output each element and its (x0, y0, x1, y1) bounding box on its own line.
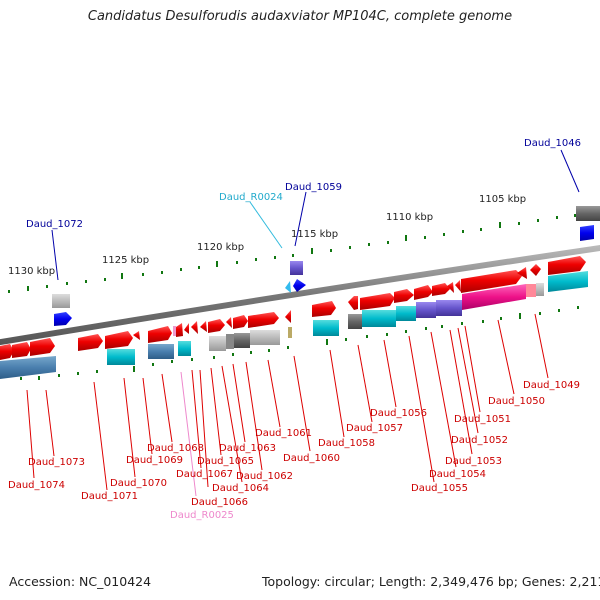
gene-label-1046: Daud_1046 (524, 138, 581, 149)
gene-label-1055: Daud_1055 (411, 483, 468, 494)
gene-label-1051: Daud_1051 (454, 414, 511, 425)
gene-arrow-1046 (580, 225, 594, 241)
gene-arrow-1072 (54, 312, 72, 326)
gene-label-r0024: Daud_R0024 (219, 192, 283, 203)
scale-label-1115: 1115 kbp (291, 229, 338, 240)
gene-label-1050: Daud_1050 (488, 396, 545, 407)
accession-text: Accession: NC_010424 (9, 574, 152, 589)
gene-feature (576, 206, 600, 221)
scale-label-1125: 1125 kbp (102, 255, 149, 266)
gene-label-1058: Daud_1058 (318, 438, 375, 449)
scale-labels: 1130 kbp 1125 kbp 1120 kbp 1115 kbp 1110… (8, 194, 526, 277)
leader-lines (26, 149, 580, 497)
gene-label-1074: Daud_1074 (8, 480, 65, 491)
gene-label-1056: Daud_1056 (370, 408, 427, 419)
inner-scale (20, 306, 579, 380)
gene-label-1061: Daud_1061 (255, 428, 312, 439)
gene-label-1070: Daud_1070 (110, 478, 167, 489)
upper-features (52, 206, 600, 326)
topology-text: Topology: circular; Length: 2,349,476 bp… (262, 574, 600, 589)
genome-backbone (0, 245, 600, 346)
gene-label-1069: Daud_1069 (126, 455, 183, 466)
gene-label-1067: Daud_1067 (176, 469, 233, 480)
gene-label-1064: Daud_1064 (212, 483, 269, 494)
gene-label-1057: Daud_1057 (346, 423, 403, 434)
gene-labels: Daud_1046 Daud_1059 Daud_R0024 Daud_1072… (8, 138, 581, 521)
gene-label-1062: Daud_1062 (236, 471, 293, 482)
left-cluster (0, 310, 292, 379)
gene-label-1049: Daud_1049 (523, 380, 580, 391)
gene-label-r0025: Daud_R0025 (170, 510, 234, 521)
gene-label-1059: Daud_1059 (285, 182, 342, 193)
gene-feature (290, 261, 303, 275)
scale-label-1105: 1105 kbp (479, 194, 526, 205)
gene-arrow-1059 (293, 279, 306, 292)
gene-label-1065: Daud_1065 (197, 456, 254, 467)
gene-feature (52, 294, 70, 308)
scale-label-1120: 1120 kbp (197, 242, 244, 253)
gene-label-1054: Daud_1054 (429, 469, 486, 480)
gene-label-1052: Daud_1052 (451, 435, 508, 446)
right-cluster (312, 256, 588, 336)
gene-label-1071: Daud_1071 (81, 491, 138, 502)
scale-label-1130: 1130 kbp (8, 266, 55, 277)
gene-label-1053: Daud_1053 (445, 456, 502, 467)
gene-label-1072: Daud_1072 (26, 219, 83, 230)
map-title: Candidatus Desulforudis audaxviator MP10… (87, 9, 513, 24)
gene-label-1066: Daud_1066 (191, 497, 248, 508)
scale-label-1110: 1110 kbp (386, 212, 433, 223)
gene-label-1068: Daud_1068 (147, 443, 204, 454)
gene-label-1060: Daud_1060 (283, 453, 340, 464)
gene-label-1063: Daud_1063 (219, 443, 276, 454)
rna-arrow-r0024 (285, 281, 291, 293)
gene-label-1073: Daud_1073 (28, 457, 85, 468)
